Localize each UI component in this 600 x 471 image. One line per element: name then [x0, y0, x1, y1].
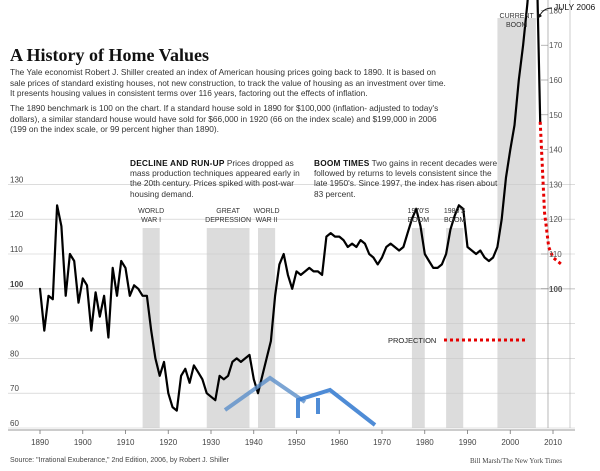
y-tick-label-left: 100 [10, 280, 24, 289]
annotation-arrows [223, 7, 553, 427]
x-tick-label: 1920 [159, 438, 177, 447]
y-tick-label-left: 60 [10, 419, 19, 428]
shaded-period-label: WAR I [141, 217, 161, 224]
note-decline-heading: DECLINE AND RUN-UP [130, 158, 225, 168]
footer-credit: Bill Marsh/The New York Times [470, 457, 562, 465]
projection-line [538, 121, 563, 266]
shaded-period [411, 228, 425, 428]
x-tick-label: 1980 [416, 438, 434, 447]
y-tick-label-left: 110 [10, 245, 23, 254]
july-arrowhead [537, 12, 542, 19]
x-tick-label: 1930 [202, 438, 220, 447]
shaded-period-label: BOOM [408, 217, 430, 224]
y-tick-label-left: 80 [10, 349, 19, 358]
x-tick-label: 1900 [74, 438, 92, 447]
y-tick-label-right: 100 [549, 285, 563, 294]
shaded-period-label: WORLD [138, 208, 164, 215]
axes [8, 0, 575, 434]
note-decline-text: Prices dropped as mass production techni… [130, 158, 300, 199]
intro-paragraph-1: The Yale economist Robert J. Shiller cre… [10, 67, 446, 98]
x-tick-label: 1910 [117, 438, 135, 447]
footer-source: Source: "Irrational Exuberance," 2nd Edi… [10, 457, 229, 464]
x-tick-label: 2010 [544, 438, 562, 447]
y-tick-label-right: 170 [549, 41, 563, 50]
note-boom-heading: BOOM TIMES [314, 158, 370, 168]
blue-arrow [223, 375, 307, 412]
shaded-period-label: BOOM [506, 22, 528, 29]
y-tick-label-left: 90 [10, 315, 19, 324]
shaded-period-label: BOOM [444, 217, 466, 224]
y-tick-label-left: 130 [10, 175, 24, 184]
y-tick-label-right: 160 [549, 76, 563, 85]
y-tick-label-left: 120 [10, 210, 24, 219]
note-boom: BOOM TIMES Two gains in recent decades w… [314, 158, 504, 199]
shaded-period-label: 1980'S [444, 208, 466, 215]
shaded-period-label: WAR II [256, 217, 278, 224]
shaded-periods [142, 18, 536, 428]
projection-label: PROJECTION [388, 336, 436, 345]
index-line [38, 0, 542, 412]
y-tick-label-right: 150 [549, 111, 563, 120]
shaded-period [206, 228, 250, 428]
shaded-period-label: CURRENT [500, 13, 535, 20]
intro-paragraph-2: The 1890 benchmark is 100 on the chart. … [10, 103, 439, 134]
y-tick-label-right: 140 [549, 146, 563, 155]
shaded-period [446, 228, 464, 428]
chart-title: A History of Home Values [10, 45, 210, 65]
x-tick-label: 1990 [459, 438, 477, 447]
x-tick-label: 1890 [31, 438, 49, 447]
shaded-period-label: WORLD [254, 208, 280, 215]
shaded-period-label: GREAT [216, 208, 240, 215]
x-tick-label: 1960 [330, 438, 348, 447]
shaded-period-label: 1970'S [408, 208, 430, 215]
note-boom-text: Two gains in recent decades were followe… [314, 158, 498, 199]
y-tick-label-right: 180 [549, 6, 563, 15]
x-tick-label: 1950 [288, 438, 306, 447]
shaded-period [497, 18, 536, 428]
x-tick-label: 1970 [373, 438, 391, 447]
grid-lines [8, 184, 575, 429]
note-decline: DECLINE AND RUN-UP Prices dropped as mas… [130, 158, 300, 199]
y-tick-label-left: 70 [10, 384, 19, 393]
x-tick-label: 2000 [501, 438, 519, 447]
y-tick-label-right: 120 [549, 215, 563, 224]
y-tick-label-right: 110 [549, 250, 562, 259]
y-tick-label-right: 130 [549, 180, 563, 189]
series-lines [38, 0, 563, 412]
shaded-period-label: DEPRESSION [205, 217, 251, 224]
blue-arrow [296, 387, 377, 427]
annotation-july-2006: JULY 2006 [554, 2, 596, 12]
x-tick-label: 1940 [245, 438, 263, 447]
